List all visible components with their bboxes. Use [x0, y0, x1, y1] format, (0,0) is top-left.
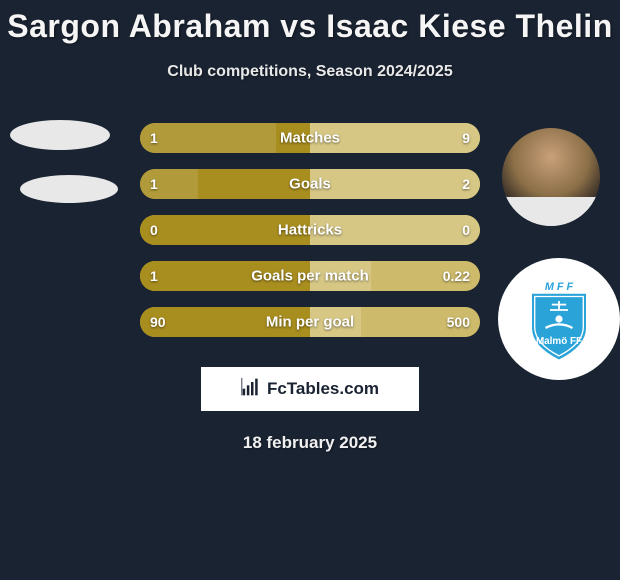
brand-badge: FcTables.com	[201, 367, 419, 411]
stat-right-value: 500	[447, 314, 470, 330]
comparison-subtitle: Club competitions, Season 2024/2025	[0, 63, 620, 81]
comparison-title: Sargon Abraham vs Isaac Kiese Thelin	[0, 8, 620, 45]
bar-chart-icon	[241, 377, 261, 402]
stat-row: 1 9 Matches	[140, 123, 480, 153]
stat-right-value: 2	[462, 176, 470, 192]
stat-label: Goals	[289, 176, 331, 193]
stat-row: 1 2 Goals	[140, 169, 480, 199]
stat-label: Goals per match	[251, 268, 369, 285]
stat-right-value: 9	[462, 130, 470, 146]
stat-left-value: 0	[150, 222, 158, 238]
stat-label: Hattricks	[278, 222, 342, 239]
stat-right-value: 0.22	[443, 268, 470, 284]
stat-row: 1 0.22 Goals per match	[140, 261, 480, 291]
stat-left-value: 90	[150, 314, 166, 330]
stat-left-value: 1	[150, 268, 158, 284]
stat-right-value: 0	[462, 222, 470, 238]
stat-label: Matches	[280, 130, 340, 147]
date-text: 18 february 2025	[0, 433, 620, 453]
stat-label: Min per goal	[266, 314, 354, 331]
stat-left-value: 1	[150, 130, 158, 146]
stats-area: 1 9 Matches 1 2 Goals 0 0 Hattricks 1 0.22 Goals pe…	[0, 123, 620, 337]
brand-text: FcTables.com	[267, 379, 379, 399]
stat-row: 0 0 Hattricks	[140, 215, 480, 245]
stat-row: 90 500 Min per goal	[140, 307, 480, 337]
svg-text:Malmö FF: Malmö FF	[536, 336, 582, 347]
stat-left-value: 1	[150, 176, 158, 192]
stat-right-fill	[310, 169, 480, 199]
